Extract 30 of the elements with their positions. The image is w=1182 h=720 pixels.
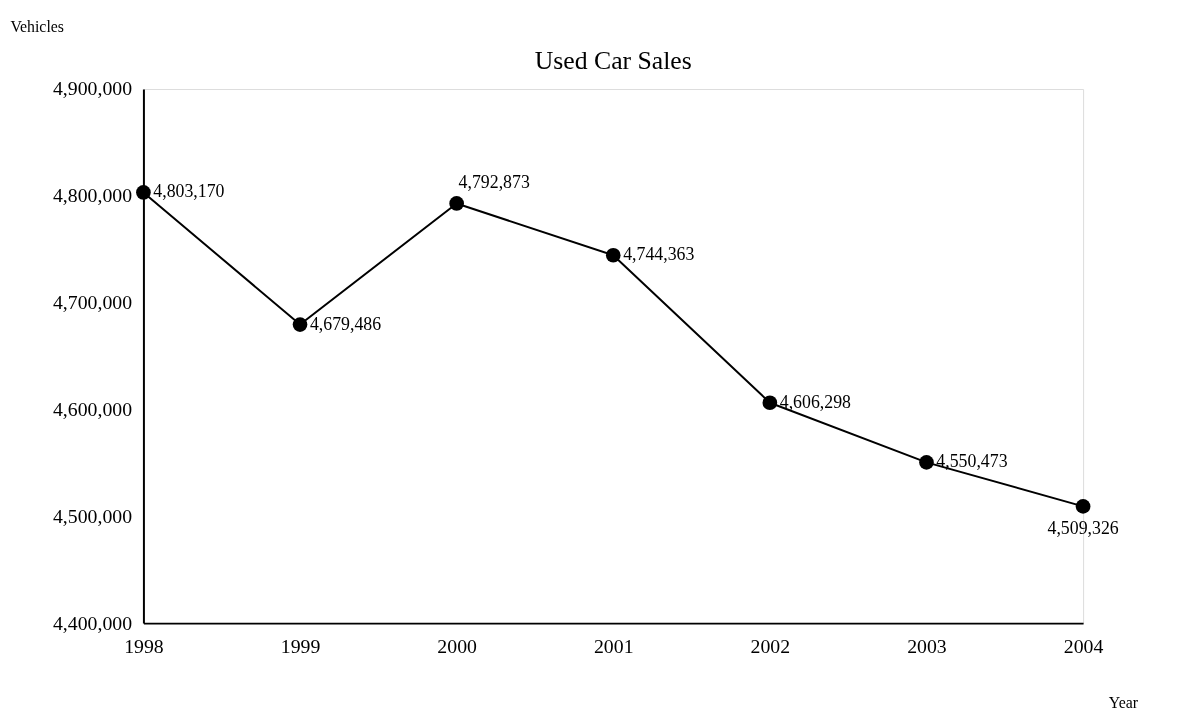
data-label: 4,509,326 bbox=[1047, 518, 1119, 539]
point bbox=[1075, 499, 1091, 514]
x-tick-label: 2004 bbox=[1063, 635, 1104, 658]
data-label: 4,550,473 bbox=[936, 451, 1008, 472]
x-tick-label: 2001 bbox=[593, 635, 634, 658]
x-tick-label: 1999 bbox=[280, 635, 321, 658]
point bbox=[762, 395, 778, 411]
y-tick-label: 4,600,000 bbox=[52, 397, 133, 420]
x-tick-label: 2002 bbox=[750, 635, 791, 658]
point bbox=[449, 196, 464, 211]
data-label: 4,792,873 bbox=[458, 171, 530, 192]
y-tick-label: 4,700,000 bbox=[52, 291, 133, 314]
x-tick-label: 1998 bbox=[124, 635, 164, 658]
point bbox=[919, 455, 934, 470]
point bbox=[136, 185, 151, 200]
y-tick-label: 4,400,000 bbox=[52, 611, 133, 634]
x-tick-label: 2003 bbox=[907, 635, 947, 658]
data-label: 4,744,363 bbox=[623, 244, 695, 265]
data-label: 4,803,170 bbox=[153, 181, 225, 202]
x-axis-title: Year bbox=[1108, 693, 1139, 711]
x-tick-label: 2000 bbox=[437, 635, 478, 658]
data-label: 4,679,486 bbox=[309, 313, 382, 334]
point bbox=[292, 317, 308, 332]
y-tick-label: 4,800,000 bbox=[52, 184, 133, 207]
y-tick-label: 4,900,000 bbox=[52, 77, 133, 100]
chart-title: Used Car Sales bbox=[534, 46, 692, 76]
point bbox=[605, 247, 621, 263]
y-tick-label: 4,500,000 bbox=[52, 504, 133, 527]
y-axis-title: Vehicles bbox=[10, 18, 64, 36]
data-label: 4,606,298 bbox=[779, 391, 852, 412]
